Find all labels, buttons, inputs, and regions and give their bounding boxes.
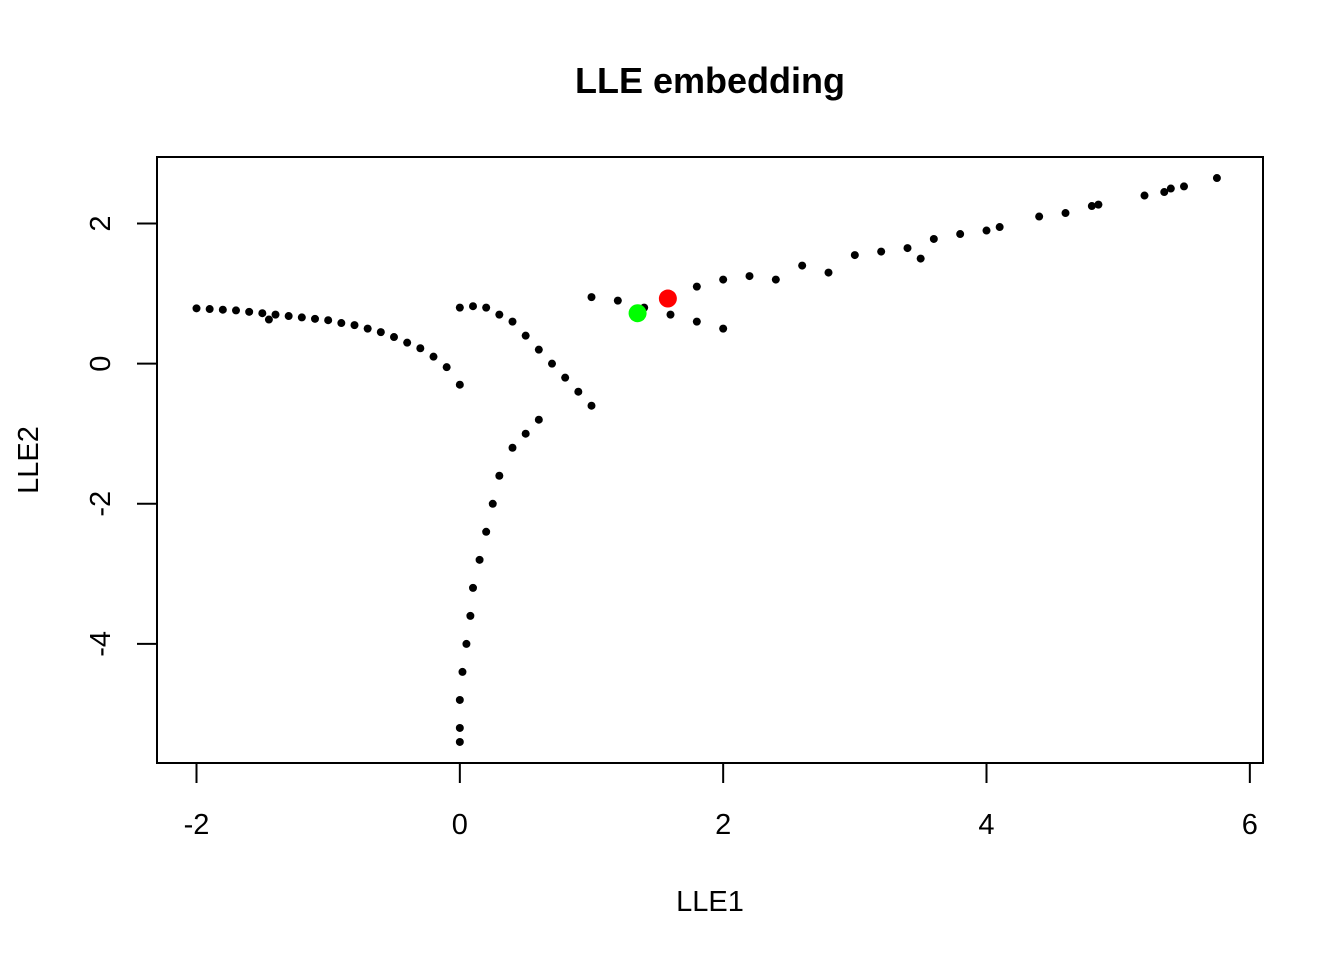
data-point <box>521 331 530 340</box>
y-tick-label: -2 <box>85 491 117 517</box>
data-point <box>271 310 280 319</box>
data-point <box>995 223 1004 232</box>
data-point <box>284 312 293 321</box>
data-point <box>613 296 622 305</box>
data-point <box>692 282 701 291</box>
data-point <box>258 309 267 318</box>
data-point <box>482 303 491 312</box>
data-point <box>719 275 728 284</box>
data-point <box>521 429 530 438</box>
data-point <box>488 499 497 508</box>
data-point <box>587 401 596 410</box>
data-point <box>475 555 484 564</box>
data-point <box>587 293 596 302</box>
data-point <box>324 316 333 325</box>
data-point <box>218 305 227 314</box>
data-point <box>692 317 701 326</box>
x-tick-label: 4 <box>978 809 994 841</box>
data-point <box>192 304 201 313</box>
data-point <box>350 321 359 330</box>
x-tick-label: 6 <box>1242 809 1258 841</box>
data-point <box>824 268 833 277</box>
data-point <box>561 373 570 382</box>
data-point <box>771 275 780 284</box>
y-axis: -4 -2 0 2 <box>85 215 158 657</box>
data-point <box>929 234 938 243</box>
data-point <box>508 443 517 452</box>
data-point <box>1140 191 1149 200</box>
data-point <box>455 695 464 704</box>
chart-title: LLE embedding <box>575 60 845 101</box>
data-points <box>192 174 1221 746</box>
data-point <box>1087 202 1096 211</box>
data-point <box>245 307 254 316</box>
data-point <box>1035 212 1044 221</box>
data-point <box>548 359 556 368</box>
data-point <box>1166 184 1175 193</box>
data-point <box>1160 188 1169 197</box>
data-point <box>337 319 346 328</box>
data-point <box>482 527 491 536</box>
x-axis: -2 0 2 4 6 <box>184 762 1258 841</box>
data-point <box>798 261 807 270</box>
y-tick-label: 2 <box>85 215 117 231</box>
data-point <box>429 352 438 361</box>
data-point <box>745 272 754 281</box>
data-point <box>903 244 912 253</box>
data-point <box>508 317 517 326</box>
data-point <box>297 313 306 322</box>
y-tick-label: -4 <box>85 631 117 657</box>
data-point <box>455 380 464 389</box>
highlight-point <box>658 289 677 308</box>
data-point <box>264 315 273 324</box>
data-point <box>455 737 464 746</box>
data-point <box>1061 209 1070 218</box>
data-point <box>982 226 991 235</box>
data-point <box>495 471 504 480</box>
data-point <box>390 333 398 342</box>
data-point <box>462 639 471 648</box>
data-point <box>877 247 886 256</box>
data-point <box>469 583 477 592</box>
data-point <box>442 363 451 372</box>
data-point <box>666 310 675 319</box>
data-point <box>232 306 240 315</box>
data-point <box>376 328 385 337</box>
data-point <box>403 338 412 347</box>
plot-frame <box>156 156 1264 764</box>
data-point <box>534 415 543 424</box>
data-point <box>956 230 965 239</box>
data-point <box>719 324 728 333</box>
data-point <box>495 310 504 319</box>
data-point <box>574 387 583 396</box>
data-point <box>534 345 543 354</box>
data-point <box>916 254 925 263</box>
x-tick-label: -2 <box>184 809 210 841</box>
x-tick-label: 0 <box>452 809 468 841</box>
plot-area <box>156 156 1264 764</box>
data-point <box>850 251 859 260</box>
data-point <box>458 667 467 676</box>
data-point <box>1212 174 1221 183</box>
data-point <box>363 324 372 333</box>
data-point <box>455 303 464 312</box>
y-tick-label: 0 <box>85 356 117 372</box>
data-point <box>1094 200 1103 209</box>
data-point <box>1180 182 1188 191</box>
data-point <box>469 302 477 311</box>
highlight-point <box>628 304 647 323</box>
data-point <box>455 723 464 732</box>
data-point <box>205 305 214 314</box>
data-point <box>416 344 425 353</box>
data-point <box>466 611 475 620</box>
x-axis-label: LLE1 <box>676 886 744 918</box>
data-point <box>311 314 319 323</box>
y-axis-label: LLE2 <box>13 426 45 494</box>
x-tick-label: 2 <box>715 809 731 841</box>
